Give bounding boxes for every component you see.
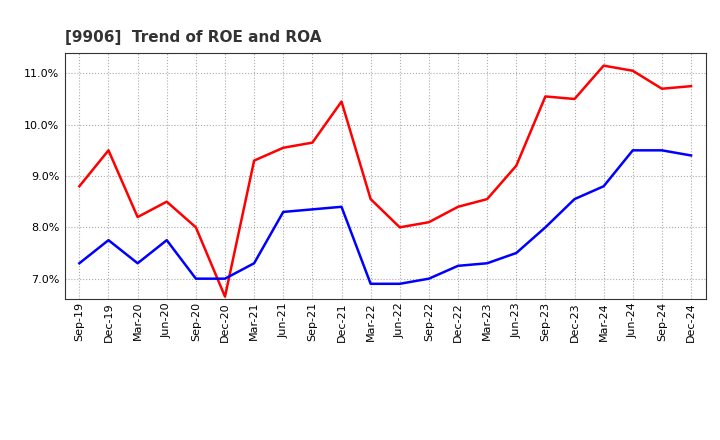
Line: ROE: ROE <box>79 66 691 297</box>
ROE <box>687 84 696 89</box>
ROA <box>687 153 696 158</box>
ROA <box>425 276 433 281</box>
ROE <box>599 63 608 68</box>
ROA <box>308 207 317 212</box>
ROE <box>541 94 550 99</box>
ROA <box>570 196 579 202</box>
ROE <box>425 220 433 225</box>
ROE <box>512 163 521 169</box>
ROA <box>454 263 462 268</box>
ROA <box>599 183 608 189</box>
ROE <box>104 148 113 153</box>
ROA <box>192 276 200 281</box>
ROA <box>657 148 666 153</box>
ROE <box>629 68 637 73</box>
ROA <box>395 281 404 286</box>
ROA <box>250 260 258 266</box>
ROA <box>279 209 287 215</box>
ROE <box>483 196 492 202</box>
ROE <box>75 183 84 189</box>
ROA <box>337 204 346 209</box>
ROE <box>337 99 346 104</box>
ROE <box>366 196 375 202</box>
ROE <box>192 225 200 230</box>
Line: ROA: ROA <box>79 150 691 284</box>
ROA <box>220 276 229 281</box>
Text: [9906]  Trend of ROE and ROA: [9906] Trend of ROE and ROA <box>65 29 321 45</box>
ROA <box>366 281 375 286</box>
ROA <box>483 260 492 266</box>
ROA <box>133 260 142 266</box>
ROE <box>308 140 317 145</box>
ROE <box>220 294 229 299</box>
ROA <box>629 148 637 153</box>
ROA <box>104 238 113 243</box>
ROE <box>133 214 142 220</box>
ROA <box>541 225 550 230</box>
ROE <box>454 204 462 209</box>
ROA <box>163 238 171 243</box>
ROE <box>279 145 287 150</box>
ROE <box>163 199 171 204</box>
ROA <box>512 250 521 256</box>
ROE <box>657 86 666 92</box>
ROA <box>75 260 84 266</box>
ROE <box>395 225 404 230</box>
ROE <box>570 96 579 102</box>
ROE <box>250 158 258 163</box>
